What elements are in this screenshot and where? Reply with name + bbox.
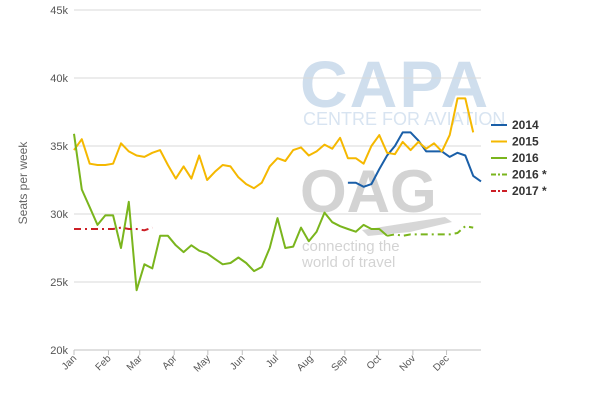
y-tick-label: 30k	[50, 209, 68, 221]
legend-label: 2016	[512, 151, 539, 165]
series-lines	[73, 97, 482, 292]
x-tick-label: Jul	[264, 353, 281, 370]
x-tick-label: Feb	[94, 353, 114, 373]
legend-label: 2015	[512, 135, 539, 149]
legend-label: 2014	[512, 118, 539, 132]
watermark-group: CAPA CENTRE FOR AVIATION OAG connecting …	[300, 47, 505, 271]
x-tick-label: Jun	[228, 353, 247, 372]
oag-logo-watermark: OAG	[300, 158, 437, 225]
capa-tagline-watermark: CENTRE FOR AVIATION	[303, 109, 505, 129]
y-tick-label: 35k	[50, 141, 68, 153]
oag-tagline-line1-watermark: connecting the	[302, 238, 400, 255]
legend: 2014 2015 2016 2016 * 2017 *	[491, 118, 547, 198]
plane-icon	[362, 217, 452, 236]
series-line-2016	[73, 133, 388, 292]
series-line-2016	[386, 225, 474, 237]
x-tick-label: Nov	[398, 353, 418, 373]
legend-label: 2017 *	[512, 184, 547, 198]
oag-tagline-line2-watermark: world of travel	[301, 254, 395, 271]
y-axis-label: Seats per week	[16, 141, 30, 225]
x-tick-label: Sep	[330, 353, 351, 374]
x-tick-label: Oct	[365, 353, 384, 372]
series-line-2017	[74, 226, 153, 232]
x-tick-label: May	[192, 353, 213, 374]
series-line-2014	[347, 131, 482, 188]
legend-label: 2016 *	[512, 168, 547, 182]
series-line-2015	[73, 97, 475, 190]
y-tick-label: 45k	[50, 5, 68, 17]
x-tick-label: Aug	[295, 353, 315, 373]
y-tick-label: 20k	[50, 345, 68, 357]
x-tick-label: Dec	[431, 353, 451, 373]
y-tick-label: 25k	[50, 277, 68, 289]
x-tick-label: Mar	[125, 353, 145, 373]
x-tick-label: Apr	[161, 353, 180, 372]
capa-logo-watermark: CAPA	[300, 47, 490, 121]
y-tick-label: 40k	[50, 73, 68, 85]
